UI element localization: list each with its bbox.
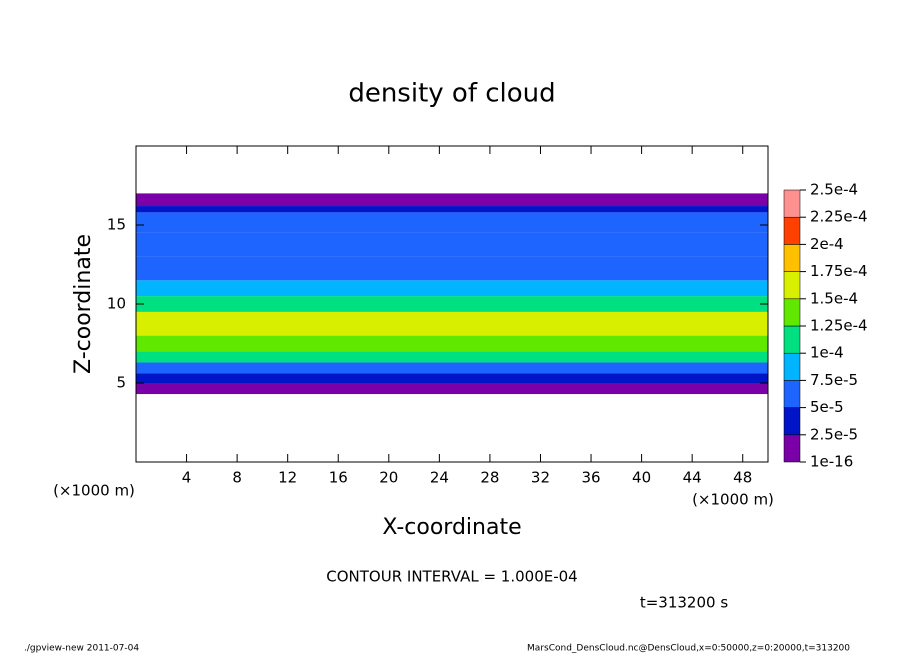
density-band — [136, 335, 768, 352]
density-band — [136, 212, 768, 233]
y-tick-label: 10 — [107, 295, 126, 313]
colorbar-label: 1.5e-4 — [810, 289, 858, 307]
density-band — [136, 311, 768, 336]
density-band — [136, 373, 768, 383]
colorbar-label: 2.5e-4 — [810, 181, 858, 199]
x-tick-label: 16 — [329, 469, 348, 487]
x-tick-label: 20 — [379, 469, 398, 487]
colorbar-label: 2.5e-5 — [810, 425, 858, 443]
colorbar-cell — [783, 216, 801, 245]
x-unit: (×1000 m) — [692, 491, 774, 509]
colorbar-label: 7.5e-5 — [810, 371, 858, 389]
footer-right: MarsCond_DensCloud.nc@DensCloud,x=0:5000… — [527, 644, 850, 654]
colorbar-cell — [783, 407, 801, 436]
density-band — [136, 232, 768, 257]
colorbar-label: 1.75e-4 — [810, 262, 868, 280]
colorbar-label: 5e-5 — [810, 398, 844, 416]
colorbar-cell — [783, 434, 801, 463]
x-tick-label: 12 — [278, 469, 297, 487]
colorbar-label: 1e-4 — [810, 344, 844, 362]
density-band — [136, 206, 768, 213]
colorbar-cell — [783, 380, 801, 408]
x-tick-label: 40 — [632, 469, 651, 487]
colorbar-label: 1.25e-4 — [810, 317, 868, 335]
density-band — [136, 296, 768, 312]
x-tick-label: 24 — [430, 469, 449, 487]
x-tick-label: 28 — [480, 469, 499, 487]
y-tick-label: 5 — [116, 374, 126, 392]
colorbar-cell — [783, 271, 801, 300]
colorbar-label: 2.25e-4 — [810, 208, 868, 226]
colorbar-cell — [783, 325, 801, 354]
colorbar-cell — [783, 244, 801, 272]
x-tick-label: 32 — [531, 469, 550, 487]
y-axis-title: Z-coordinate — [71, 234, 96, 374]
colorbar-label: 1e-16 — [810, 453, 853, 471]
x-tick-label: 48 — [733, 469, 752, 487]
y-unit: (×1000 m) — [53, 482, 135, 500]
colorbar-cell — [783, 298, 801, 327]
y-tick-label: 15 — [107, 216, 126, 234]
contour-note: CONTOUR INTERVAL = 1.000E-04 — [326, 568, 577, 586]
x-tick-label: 4 — [182, 469, 192, 487]
density-band — [136, 193, 768, 207]
colorbar-cell — [783, 352, 801, 381]
density-band — [136, 383, 768, 395]
density-band — [136, 351, 768, 363]
density-band — [136, 256, 768, 281]
x-tick-label: 8 — [232, 469, 242, 487]
x-axis-title: X-coordinate — [382, 515, 521, 540]
footer-left: ./gpview-new 2011-07-04 — [24, 644, 139, 654]
x-tick-label: 44 — [683, 469, 702, 487]
x-tick-label: 36 — [581, 469, 600, 487]
time-note: t=313200 s — [640, 594, 728, 612]
colorbar-cell — [783, 189, 801, 218]
density-band — [136, 280, 768, 297]
chart-title: density of cloud — [348, 79, 555, 109]
density-band — [136, 362, 768, 374]
colorbar-label: 2e-4 — [810, 235, 844, 253]
